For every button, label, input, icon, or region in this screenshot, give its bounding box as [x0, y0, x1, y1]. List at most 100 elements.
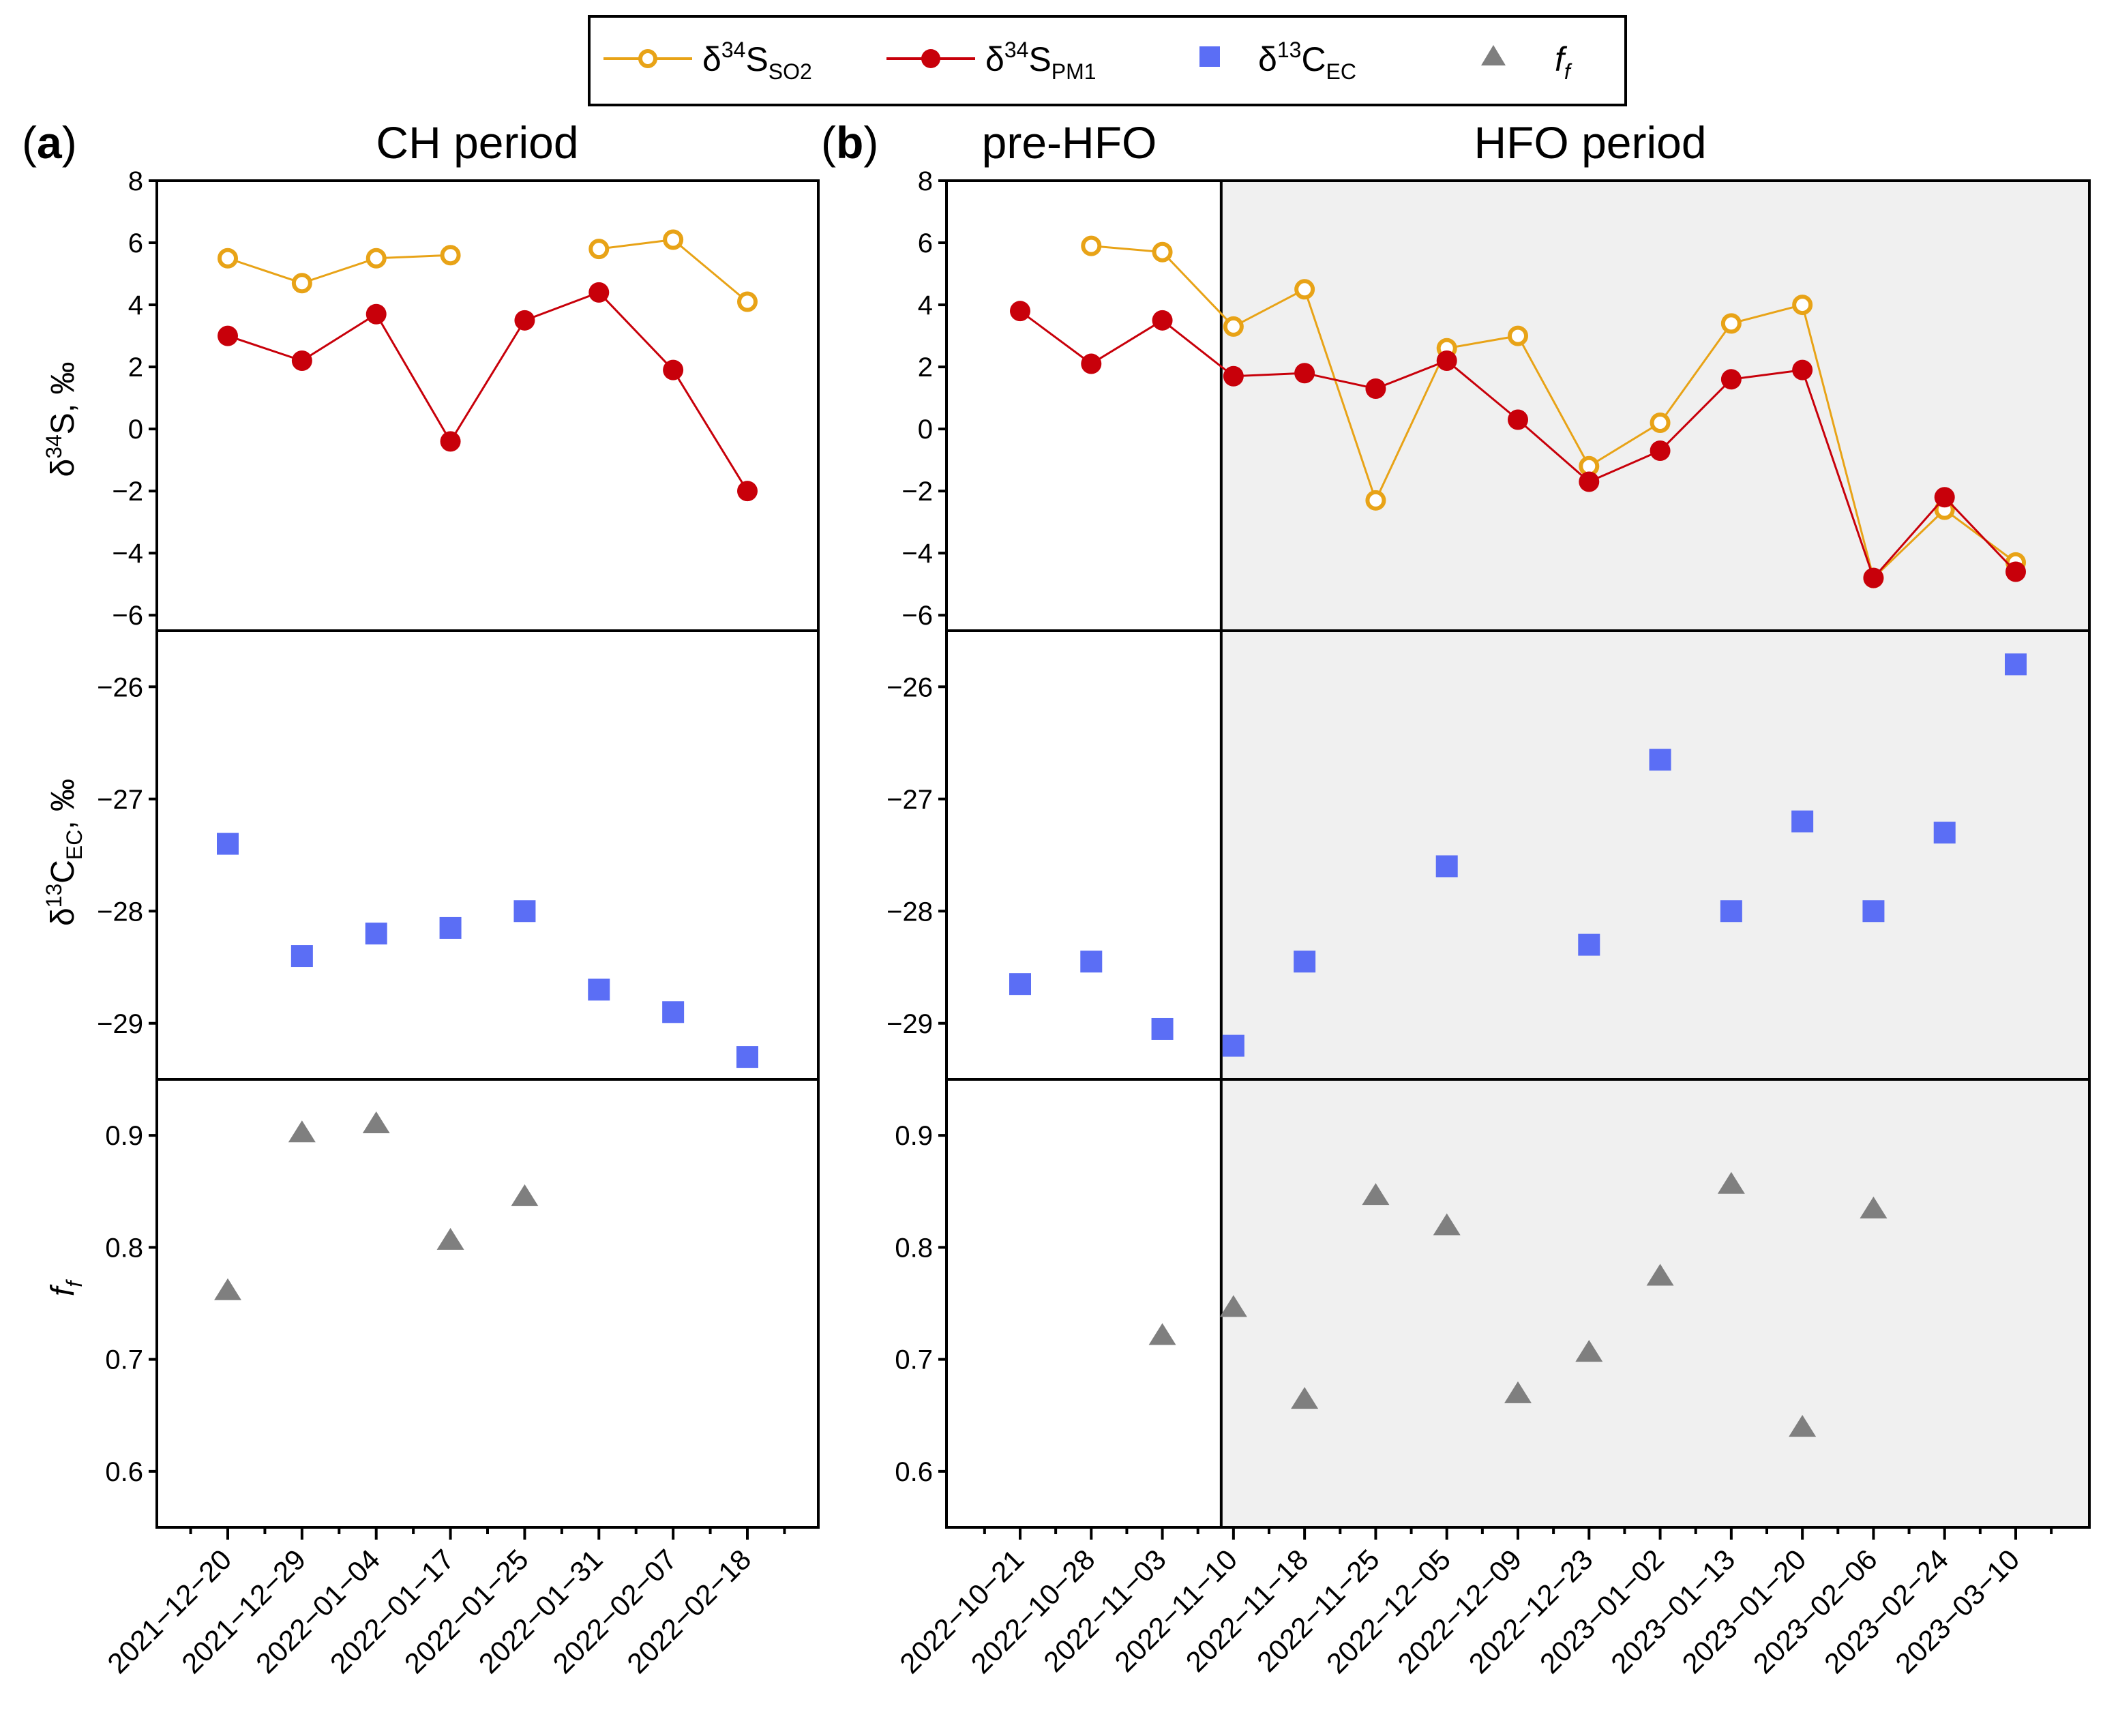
ec-point [217, 833, 239, 855]
ytick-label: 0.8 [895, 1233, 933, 1263]
pm1-point [1650, 440, 1671, 461]
legend-box [588, 15, 1627, 106]
ec-point [662, 1001, 685, 1023]
legend-so2-sup: 34 [721, 38, 746, 62]
ytick-label: 0.7 [895, 1345, 933, 1375]
ec-point [1435, 855, 1458, 878]
pm1-point [440, 431, 461, 452]
ff-point [436, 1227, 464, 1250]
xtick-label: 2023−03−10 [1889, 1543, 2025, 1679]
so2-point [1152, 241, 1173, 263]
ytick-label: 0.7 [105, 1345, 143, 1375]
ec-point [2005, 653, 2027, 676]
ylabel-d13c-delta: δ [45, 908, 81, 926]
ff-point [1717, 1171, 1745, 1194]
pm1-point [1223, 365, 1244, 387]
ec-point [1720, 900, 1742, 923]
pm1-series-line [227, 291, 749, 492]
so2-point [440, 245, 461, 266]
ff-point [288, 1120, 316, 1143]
legend-ec-delta: δ [1258, 40, 1277, 78]
ylabel-d34s-rest: S, ‰ [45, 362, 81, 435]
pm1-point [1436, 350, 1457, 371]
pm1-point [663, 359, 684, 380]
panel-b-letter: (b) [821, 117, 878, 168]
ytick-label: 6 [128, 228, 143, 258]
ff-point [1575, 1340, 1603, 1362]
panel-a-letter-text: a [37, 117, 63, 168]
ec-point [1294, 951, 1316, 973]
ytick-label: 8 [128, 166, 143, 196]
ylabel-ff: ff [45, 1279, 87, 1296]
so2-point [1223, 316, 1244, 337]
so2-point [1508, 325, 1528, 346]
ytick-label: 0 [918, 415, 933, 445]
legend-ec-label: δ13CEC [1258, 38, 1356, 84]
ytick-label: −27 [97, 785, 143, 815]
pm1-point [1579, 471, 1600, 492]
ytick-label: 0.6 [105, 1457, 143, 1487]
legend-pm1-marker [921, 49, 940, 68]
ff-point [1291, 1387, 1319, 1409]
ytick-label: 0 [128, 415, 143, 445]
ytick-label: 2 [918, 353, 933, 383]
ec-point [365, 923, 387, 945]
panel-a-letter: (a) [22, 117, 77, 168]
ytick-label: 0.9 [105, 1121, 143, 1151]
pm1-point [218, 325, 238, 346]
ylabel-d34s-delta: δ [45, 459, 81, 477]
panel-a-title: CH period [376, 117, 578, 168]
pm1-point [291, 350, 312, 371]
pm1-point [1294, 363, 1315, 384]
pm1-point [2005, 561, 2026, 582]
legend-so2-delta: δ [702, 40, 721, 78]
ytick-label: 6 [918, 228, 933, 258]
legend-ec-marker [1199, 46, 1220, 67]
ylabel-d13c: δ13CEC, ‰ [42, 779, 87, 926]
pm1-point [514, 310, 535, 331]
ytick-label: −26 [886, 672, 933, 702]
so2-point [1792, 295, 1813, 316]
pm1-point [588, 282, 610, 303]
ytick-label: −27 [886, 785, 933, 815]
ec-point [736, 1046, 758, 1068]
ec-point [1080, 951, 1103, 973]
so2-point [663, 229, 684, 250]
panel-b-title-pre-hfo: pre-HFO [982, 117, 1157, 168]
ec-point [1578, 933, 1600, 956]
ytick-label: −2 [112, 477, 143, 507]
ec-point [1649, 749, 1671, 771]
so2-point [588, 239, 610, 260]
ytick-label: −6 [901, 601, 933, 631]
ylabel-d13c-sup: 13 [42, 884, 66, 908]
ec-point [290, 945, 313, 968]
ec-point [1009, 973, 1031, 996]
ec-point [588, 978, 610, 1001]
hfo-shaded-region [1221, 181, 2089, 1527]
so2-point [1720, 313, 1742, 334]
ff-point [1646, 1263, 1674, 1286]
so2-point [1650, 413, 1671, 434]
ytick-label: 4 [918, 290, 933, 320]
ff-point [214, 1278, 241, 1300]
legend-ec-sub: EC [1326, 59, 1356, 84]
ytick-label: 0.8 [105, 1233, 143, 1263]
pm1-point [1863, 567, 1884, 588]
pm1-point [1010, 301, 1030, 322]
ytick-label: −4 [901, 539, 933, 569]
panel-b-letter-text: b [836, 117, 863, 168]
ylabel-d13c-c: C [45, 860, 81, 884]
ytick-label: −29 [886, 1009, 933, 1039]
legend-ec-sup: 13 [1277, 38, 1302, 62]
legend-pm1-sub: PM1 [1052, 59, 1097, 84]
ff-point [1789, 1415, 1817, 1437]
legend: δ34SSO2 δ34SPM1 δ13CEC ff [588, 15, 1627, 106]
legend-so2-sub: SO2 [769, 59, 812, 84]
pm1-point [1792, 359, 1813, 380]
pm1-point [1934, 487, 1955, 508]
ff-point [1504, 1381, 1532, 1403]
legend-so2-marker [638, 49, 657, 68]
ytick-label: 0.9 [895, 1121, 933, 1151]
ytick-label: −2 [901, 477, 933, 507]
